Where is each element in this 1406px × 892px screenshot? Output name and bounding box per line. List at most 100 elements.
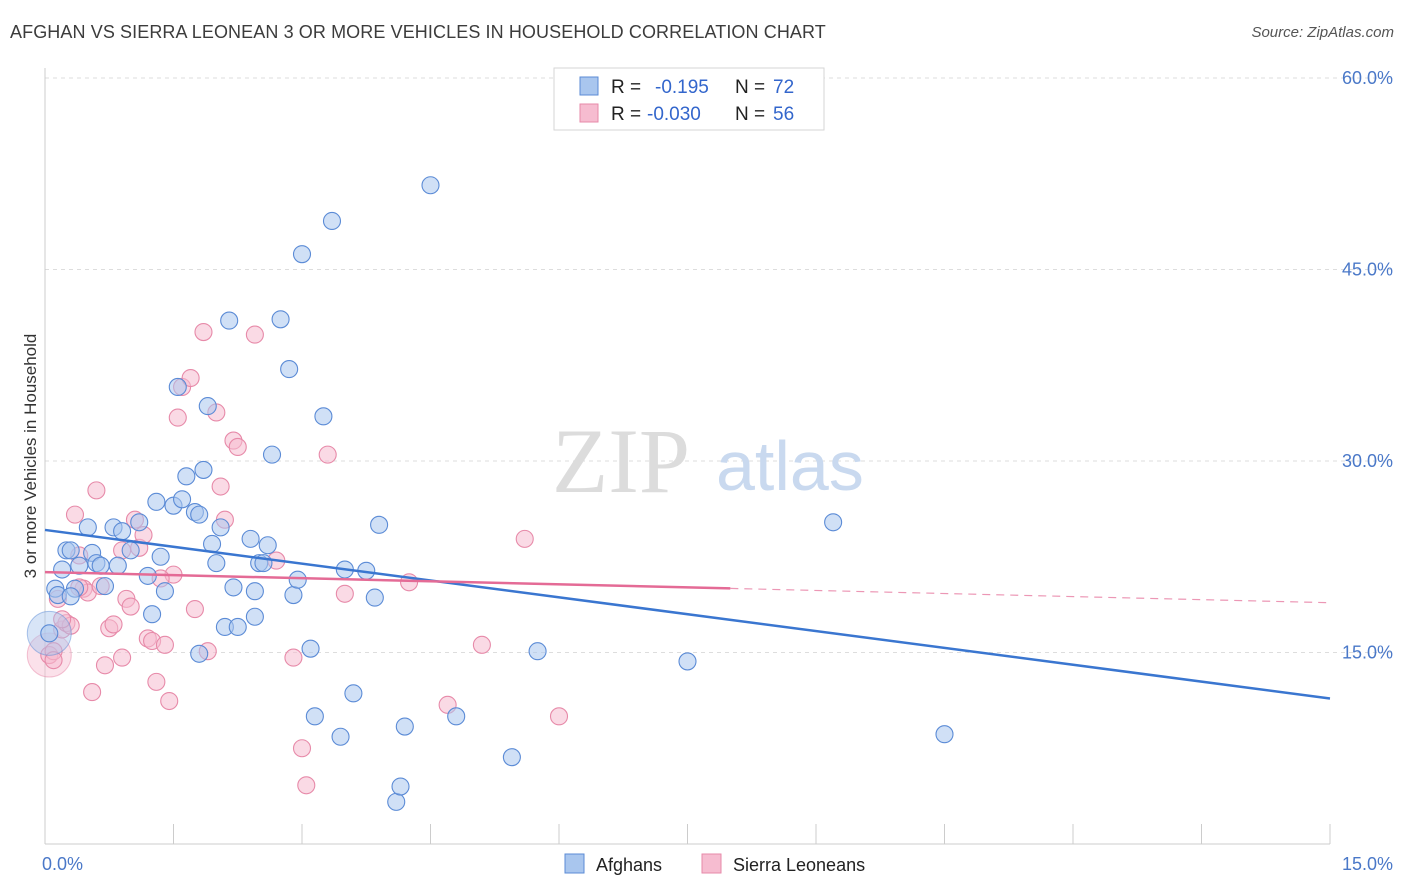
afghans-point-0 [40,624,59,643]
bottom-legend-swatch-afghans [564,853,585,874]
afghans-point-66 [678,652,697,671]
sierra-point-32 [194,323,213,342]
sierra-point-15 [104,615,123,634]
sierra-point-25 [155,635,174,654]
legend-n-value-2: 56 [773,104,794,125]
afghans-point-63 [447,707,466,726]
afghans-point-55 [344,684,363,703]
afghans-point-44 [271,310,290,329]
afghans-point-26 [177,467,196,486]
afghans-point-19 [143,605,162,624]
gridlines [45,77,1392,653]
afghans-point-14 [108,556,127,575]
afghans-point-57 [365,588,384,607]
afghans-point-65 [528,642,547,661]
sierra-point-13 [95,656,115,675]
afghans-point-16 [121,541,140,560]
afghans-point-58 [370,515,389,534]
afghans-point-37 [228,617,247,637]
afghans-point-35 [220,311,239,330]
afghans-point-15 [113,522,132,541]
sierra-point-26 [160,691,179,711]
afghans-point-39 [245,607,264,626]
afghans-point-59 [387,792,406,811]
afghans-point-5 [61,541,80,560]
afghans-point-36 [224,578,243,597]
sierra-point-50 [549,707,569,726]
afghans-point-69 [190,644,209,663]
afghans-point-33 [211,518,230,537]
bottom-legend-sierra-leoneans: Sierra Leoneans [733,855,865,875]
sierra-point-48 [472,635,491,654]
afghans-point-70 [61,587,80,606]
afghans-point-8 [78,518,97,537]
watermark-zip: ZIP [552,410,690,512]
y-tick-label-2: 45.0% [1342,260,1393,280]
legend-r-label-1: R = [611,77,641,98]
legend-n-label-1: N = [735,77,765,98]
afghans-point-11 [91,556,110,575]
afghans-point-24 [168,377,187,397]
afghans-point-46 [284,585,303,605]
legend-box [553,67,825,131]
y-tick-label-3: 60.0% [1342,68,1393,88]
afghans-point-17 [130,513,149,532]
sierra-point-38 [228,437,247,457]
legend-r-value-2: -0.030 [647,104,701,125]
afghans-point-61 [395,717,414,736]
series-sierra-leoneans [26,323,569,795]
sierra-point-35 [211,477,230,496]
legend: R = -0.195 N = 72 R = -0.030 N = 56 [553,67,825,131]
sierra-point-18 [121,597,140,616]
afghans-point-12 [95,577,115,596]
sierra-point-24 [147,672,166,691]
afghans-point-62 [421,176,440,195]
afghans-point-42 [258,536,277,555]
afghans-point-60 [391,777,410,796]
x-tick-labels: 0.0% 15.0% [42,854,1393,874]
legend-r-label-2: R = [611,104,641,125]
sierra-point-41 [284,648,303,667]
legend-swatch-afghans [579,76,599,96]
y-tick-label-1: 30.0% [1342,451,1393,471]
afghans-point-22 [155,582,174,601]
afghans-point-47 [288,570,307,589]
sierra-point-11 [87,481,106,500]
afghans-point-38 [241,529,260,548]
sierra-point-55 [53,610,72,629]
afghans-point-20 [147,492,166,511]
sierra-point-30 [181,368,200,388]
axes [44,68,1331,845]
sierra-point-43 [297,776,316,795]
trend-line-afghans [44,528,1331,700]
afghans-point-45 [280,360,299,379]
afghans-point-3 [53,560,72,579]
afghans-point-30 [198,397,217,416]
chart-title: AFGHAN VS SIERRA LEONEAN 3 OR MORE VEHIC… [10,22,826,42]
afghans-point-53 [331,727,350,746]
sierra-point-28 [168,408,187,427]
sierra-point-16 [113,648,132,667]
source-credit: Source: ZipAtlas.com [1251,24,1394,41]
trend-lines [44,528,1331,700]
sierra-point-51 [44,651,63,670]
afghans-point-71 [245,582,264,601]
sierra-point-45 [335,584,354,603]
afghans-point-32 [207,554,226,573]
x-tick-label-1: 15.0% [1342,854,1393,874]
sierra-point-10 [83,683,102,702]
legend-n-value-1: 72 [773,77,794,98]
sierra-point-39 [245,325,264,344]
trend-line-sierra-leoneans [44,570,731,590]
trend-line-sierra-leoneans-dashed [730,587,1331,604]
legend-swatch-sierra-leoneans [579,103,599,123]
afghans-point-50 [305,707,324,726]
legend-n-label-2: N = [735,104,765,125]
afghans-point-28 [190,505,209,524]
afghans-point-29 [194,460,213,479]
watermark: ZIP atlas [552,410,864,512]
afghans-point-49 [301,639,320,658]
sierra-point-44 [318,445,337,464]
sierra-point-49 [515,529,534,548]
